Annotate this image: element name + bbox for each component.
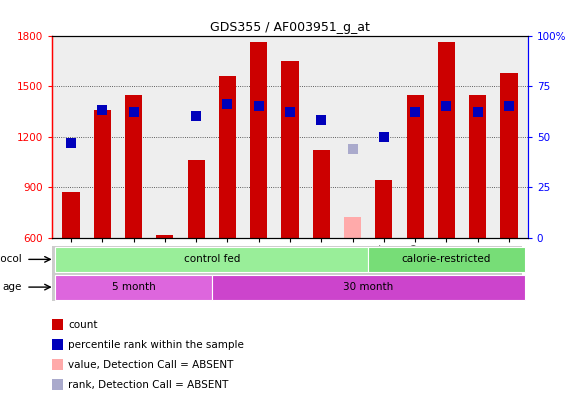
Bar <box>52 339 63 350</box>
Point <box>505 103 514 109</box>
Text: 30 month: 30 month <box>343 282 393 292</box>
Text: protocol: protocol <box>0 254 21 265</box>
Point <box>97 107 107 114</box>
Text: rank, Detection Call = ABSENT: rank, Detection Call = ABSENT <box>68 380 229 390</box>
Bar <box>501 72 517 238</box>
Point <box>66 139 75 146</box>
Bar <box>55 275 212 299</box>
Point <box>473 109 483 116</box>
Bar <box>281 61 299 238</box>
Text: 5 month: 5 month <box>112 282 155 292</box>
Bar <box>212 275 525 299</box>
Bar <box>63 192 79 238</box>
Title: GDS355 / AF003951_g_at: GDS355 / AF003951_g_at <box>210 21 370 34</box>
Bar <box>156 235 173 238</box>
Text: control fed: control fed <box>184 254 240 265</box>
Point <box>317 117 326 124</box>
Bar <box>55 247 368 272</box>
Text: value, Detection Call = ABSENT: value, Detection Call = ABSENT <box>68 360 234 369</box>
Point <box>285 109 295 116</box>
Bar <box>344 217 361 238</box>
Point <box>129 109 138 116</box>
Bar <box>93 110 111 238</box>
Text: calorie-restricted: calorie-restricted <box>402 254 491 265</box>
Text: count: count <box>68 320 98 329</box>
Bar <box>187 160 205 238</box>
Point <box>348 146 357 152</box>
Bar <box>407 95 424 238</box>
Bar <box>219 76 236 238</box>
Bar <box>250 42 267 238</box>
Point <box>254 103 263 109</box>
Point <box>442 103 451 109</box>
Point <box>411 109 420 116</box>
Bar <box>313 150 330 238</box>
Bar <box>368 247 525 272</box>
Bar <box>375 180 393 238</box>
Bar <box>438 42 455 238</box>
Bar <box>125 95 142 238</box>
Bar <box>52 319 63 330</box>
Point <box>379 133 389 140</box>
Point <box>191 113 201 120</box>
Point <box>223 101 232 107</box>
Text: percentile rank within the sample: percentile rank within the sample <box>68 340 244 350</box>
Bar <box>52 379 63 390</box>
Text: age: age <box>2 282 21 292</box>
Bar <box>52 360 63 370</box>
Bar <box>469 95 487 238</box>
